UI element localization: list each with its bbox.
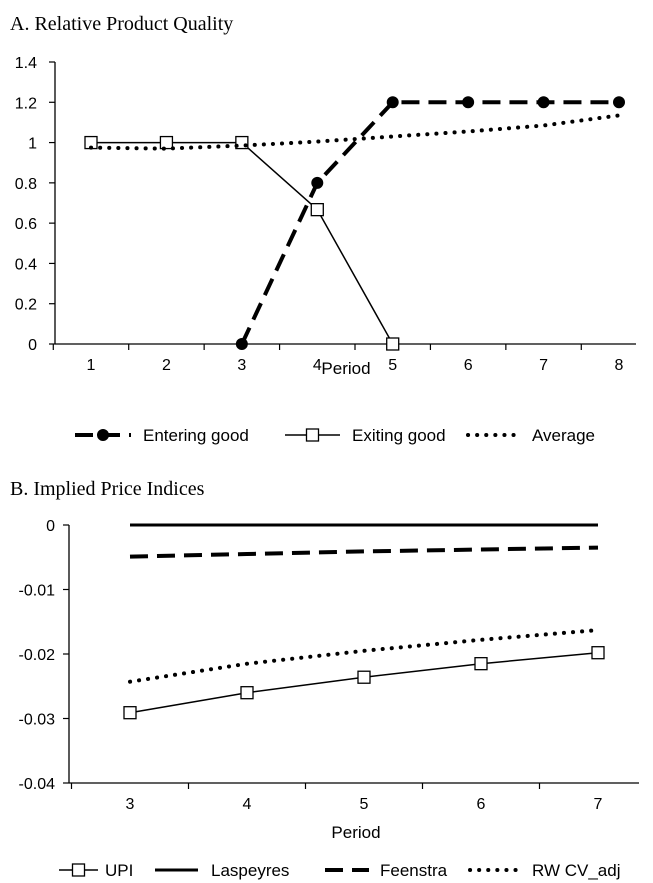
panel-a-x-axis-label: Period [321, 359, 370, 378]
x-tick-label: 5 [388, 357, 397, 374]
series-line-average [89, 113, 621, 151]
series-average [89, 113, 621, 151]
y-tick-label: 0 [46, 518, 55, 535]
panel-a-series [84, 96, 625, 351]
data-point-entering-good [537, 96, 550, 109]
y-tick-label: 0.2 [15, 297, 37, 314]
panel-b-axes [68, 525, 639, 784]
x-tick-label: 6 [464, 357, 473, 374]
panel-a-x-ticks: 1 2 3 4 5 6 7 8 [52, 344, 624, 374]
x-tick-label: 7 [539, 357, 548, 374]
y-tick-label: -0.01 [19, 583, 56, 600]
series-line-feenstra [129, 545, 599, 559]
legend-marker [305, 428, 320, 442]
panel-a-y-ticks: 0 0.2 0.4 0.6 0.8 1 1.2 1.4 [15, 55, 55, 354]
data-point-entering-good [386, 96, 399, 109]
y-tick-label: 1 [28, 136, 37, 153]
panel-b-x-axis-label: Period [331, 823, 380, 842]
panel-b-x-ticks: 3 4 5 6 7 [70, 783, 603, 813]
legend-label: UPI [105, 861, 133, 880]
data-point-entering-good [613, 96, 625, 109]
y-tick-label: 0.8 [15, 176, 37, 193]
legend-label: Entering good [143, 426, 249, 445]
y-tick-label: -0.04 [19, 776, 56, 793]
data-point-entering-good [311, 176, 324, 189]
series-exiting-good [84, 135, 400, 351]
panel-b-y-ticks: -0.04 -0.03 -0.02 -0.01 0 [19, 518, 69, 793]
y-tick-label: -0.03 [19, 712, 56, 729]
panel-a-axes [54, 62, 636, 345]
data-point-entering-good [462, 96, 475, 109]
panel-b: B. Implied Price Indices -0.04 -0.03 -0.02… [10, 478, 639, 880]
y-tick-label: -0.02 [19, 647, 56, 664]
legend-label: Average [532, 426, 595, 445]
series-line-entering-good [240, 100, 619, 345]
data-point-upi [357, 670, 371, 684]
data-point-upi [123, 706, 137, 720]
panel-b-legend: UPI Laspeyres Feenstra RW CV_adj [59, 861, 621, 880]
series-feenstra [129, 545, 599, 559]
legend-label: Laspeyres [211, 861, 289, 880]
x-tick-label: 4 [243, 796, 252, 813]
x-tick-label: 7 [594, 796, 603, 813]
legend-label: Exiting good [352, 426, 446, 445]
x-tick-label: 3 [126, 796, 135, 813]
legend-item-average: Average [466, 426, 595, 445]
legend-item-exiting-good: Exiting good [285, 426, 446, 445]
legend-item-feenstra: Feenstra [325, 861, 448, 880]
x-tick-label: 6 [477, 796, 486, 813]
data-point-upi [474, 657, 488, 671]
x-tick-label: 5 [360, 796, 369, 813]
legend-marker [97, 429, 109, 441]
panel-a-title: A. Relative Product Quality [10, 13, 233, 35]
legend-marker [71, 863, 86, 877]
legend-label: RW CV_adj [532, 861, 621, 880]
x-tick-label: 2 [162, 357, 171, 374]
y-tick-label: 1.4 [15, 55, 37, 72]
data-point-upi [591, 646, 605, 660]
data-point-entering-good [235, 338, 248, 350]
y-tick-label: 0.4 [15, 256, 37, 273]
legend-item-laspeyres: Laspeyres [155, 861, 289, 880]
panel-b-series [123, 523, 605, 720]
data-point-exiting-good [159, 135, 174, 150]
x-tick-label: 4 [313, 357, 322, 374]
data-point-exiting-good [310, 202, 324, 217]
legend-item-rw-cv-adj: RW CV_adj [468, 861, 621, 880]
y-tick-label: 1.2 [15, 95, 37, 112]
legend-label: Feenstra [380, 861, 448, 880]
series-line-exiting-good [91, 141, 394, 345]
x-tick-label: 1 [87, 357, 96, 374]
series-line-rw-cv-adj [128, 628, 600, 684]
x-tick-label: 8 [615, 357, 624, 374]
series-upi [123, 646, 605, 720]
series-rw-cv-adj [128, 628, 600, 684]
legend-item-entering-good: Entering good [75, 426, 249, 445]
data-point-upi [240, 686, 254, 700]
legend-item-upi: UPI [59, 861, 133, 880]
panel-a-legend: Entering good Exiting good Average [75, 426, 595, 445]
panel-a: A. Relative Product Quality 0 0.2 0.4 0.6 0.… [10, 13, 636, 445]
panel-b-title: B. Implied Price Indices [10, 478, 205, 500]
series-entering-good [235, 96, 625, 350]
data-point-exiting-good [386, 337, 400, 351]
y-tick-label: 0 [28, 337, 37, 354]
x-tick-label: 3 [237, 357, 246, 374]
y-tick-label: 0.6 [15, 216, 37, 233]
